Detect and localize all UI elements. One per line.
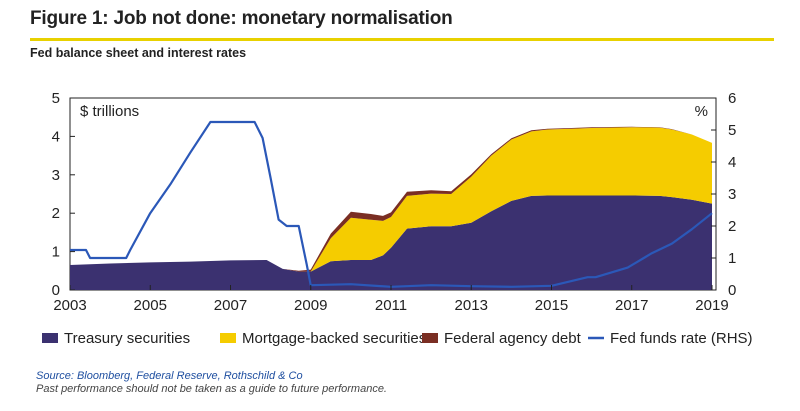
- legend-item-treasury: Treasury securities: [64, 330, 190, 347]
- right-tick-label: 4: [728, 154, 736, 171]
- source-note: Source: Bloomberg, Federal Reserve, Roth…: [36, 370, 303, 382]
- right-tick-label: 0: [728, 282, 736, 299]
- legend-item-mbs: Mortgage-backed securities: [242, 330, 426, 347]
- treasury-area: [70, 195, 712, 290]
- x-tick-label: 2011: [375, 297, 407, 314]
- right-tick-label: 1: [728, 250, 736, 267]
- left-tick-label: 4: [52, 128, 60, 145]
- legend-item-agency: Federal agency debt: [444, 330, 582, 347]
- left-axis-unit: $ trillions: [80, 103, 139, 120]
- fed-funds-line: [70, 120, 713, 288]
- right-tick-label: 6: [728, 90, 736, 107]
- right-tick-label: 3: [728, 186, 736, 203]
- x-tick-label: 2007: [214, 297, 247, 314]
- x-tick-label: 2019: [695, 297, 728, 314]
- x-tick-label: 2013: [455, 297, 488, 314]
- legend-swatch-treasury: [42, 333, 58, 343]
- disclaimer-note: Past performance should not be taken as …: [36, 383, 387, 395]
- left-tick-label: 2: [52, 205, 60, 222]
- figure-subtitle: Fed balance sheet and interest rates: [30, 46, 247, 60]
- right-axis-unit: %: [695, 103, 708, 120]
- chart: 0 1 2 3 4 5 0 1 2 3 4 5 6 2003 2005 2007 2009 2011 2013 201…: [42, 90, 753, 347]
- legend-swatch-agency: [422, 333, 438, 343]
- x-tick-label: 2015: [535, 297, 568, 314]
- left-tick-label: 1: [52, 244, 60, 261]
- left-tick-label: 0: [52, 282, 60, 299]
- figure-title: Figure 1: Job not done: monetary normali…: [30, 8, 453, 29]
- x-tick-label: 2003: [53, 297, 86, 314]
- legend-swatch-mbs: [220, 333, 236, 343]
- x-tick-label: 2005: [134, 297, 167, 314]
- right-tick-label: 2: [728, 218, 736, 235]
- right-tick-label: 5: [728, 122, 736, 139]
- title-rule: [30, 38, 774, 41]
- x-tick-label: 2009: [294, 297, 327, 314]
- left-tick-label: 3: [52, 167, 60, 184]
- legend-item-fedfunds: Fed funds rate (RHS): [610, 330, 753, 347]
- left-tick-label: 5: [52, 90, 60, 107]
- mbs-area: [70, 127, 712, 272]
- x-tick-label: 2017: [615, 297, 648, 314]
